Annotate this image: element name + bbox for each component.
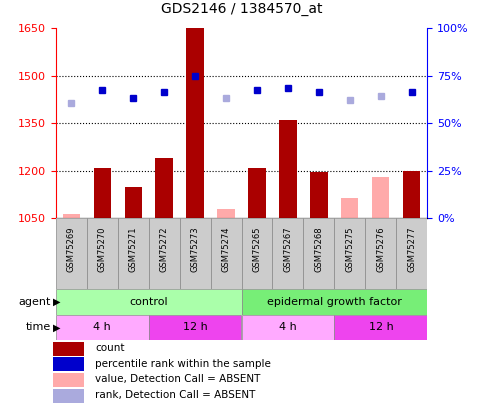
Bar <box>272 218 303 289</box>
Bar <box>56 289 242 315</box>
Bar <box>186 28 203 218</box>
Bar <box>56 218 86 289</box>
Bar <box>156 158 172 218</box>
Text: 4 h: 4 h <box>93 322 111 333</box>
Bar <box>403 171 421 218</box>
Text: count: count <box>95 343 125 353</box>
Bar <box>217 209 235 218</box>
Bar <box>334 315 427 340</box>
Bar <box>311 173 327 218</box>
Bar <box>53 358 84 371</box>
Text: percentile rank within the sample: percentile rank within the sample <box>95 359 271 369</box>
Text: 12 h: 12 h <box>369 322 393 333</box>
Bar <box>397 218 427 289</box>
Bar <box>62 213 80 218</box>
Text: time: time <box>26 322 51 333</box>
Bar <box>242 218 272 289</box>
Text: control: control <box>129 297 168 307</box>
Bar <box>53 342 84 356</box>
Bar <box>53 373 84 387</box>
Bar <box>242 315 334 340</box>
Text: GSM75276: GSM75276 <box>376 227 385 273</box>
Text: GSM75271: GSM75271 <box>128 227 138 272</box>
Text: GSM75273: GSM75273 <box>190 227 199 273</box>
Text: ▶: ▶ <box>53 297 61 307</box>
Bar <box>303 218 334 289</box>
Text: agent: agent <box>18 297 51 307</box>
Text: GSM75274: GSM75274 <box>222 227 230 272</box>
Bar <box>56 315 149 340</box>
Text: 12 h: 12 h <box>183 322 207 333</box>
Text: GSM75272: GSM75272 <box>159 227 169 272</box>
Bar <box>211 218 242 289</box>
Bar <box>366 218 397 289</box>
Text: GSM75269: GSM75269 <box>67 227 75 272</box>
Bar <box>280 120 297 218</box>
Bar <box>53 389 84 403</box>
Text: GSM75268: GSM75268 <box>314 227 324 273</box>
Text: GSM75275: GSM75275 <box>345 227 355 272</box>
Text: value, Detection Call = ABSENT: value, Detection Call = ABSENT <box>95 375 260 384</box>
Bar <box>117 218 149 289</box>
Text: GSM75277: GSM75277 <box>408 227 416 273</box>
Text: ▶: ▶ <box>53 322 61 333</box>
Bar <box>341 198 358 218</box>
Text: 4 h: 4 h <box>279 322 297 333</box>
Text: rank, Detection Call = ABSENT: rank, Detection Call = ABSENT <box>95 390 256 400</box>
Bar <box>125 187 142 218</box>
Bar <box>334 218 366 289</box>
Text: epidermal growth factor: epidermal growth factor <box>267 297 402 307</box>
Bar <box>86 218 117 289</box>
Bar <box>149 315 242 340</box>
Bar <box>180 218 211 289</box>
Bar <box>372 177 389 218</box>
Text: GDS2146 / 1384570_at: GDS2146 / 1384570_at <box>161 2 322 16</box>
Bar <box>242 289 427 315</box>
Bar <box>248 168 266 218</box>
Text: GSM75265: GSM75265 <box>253 227 261 272</box>
Text: GSM75270: GSM75270 <box>98 227 107 272</box>
Bar <box>149 218 180 289</box>
Bar <box>94 168 111 218</box>
Text: GSM75267: GSM75267 <box>284 227 293 273</box>
